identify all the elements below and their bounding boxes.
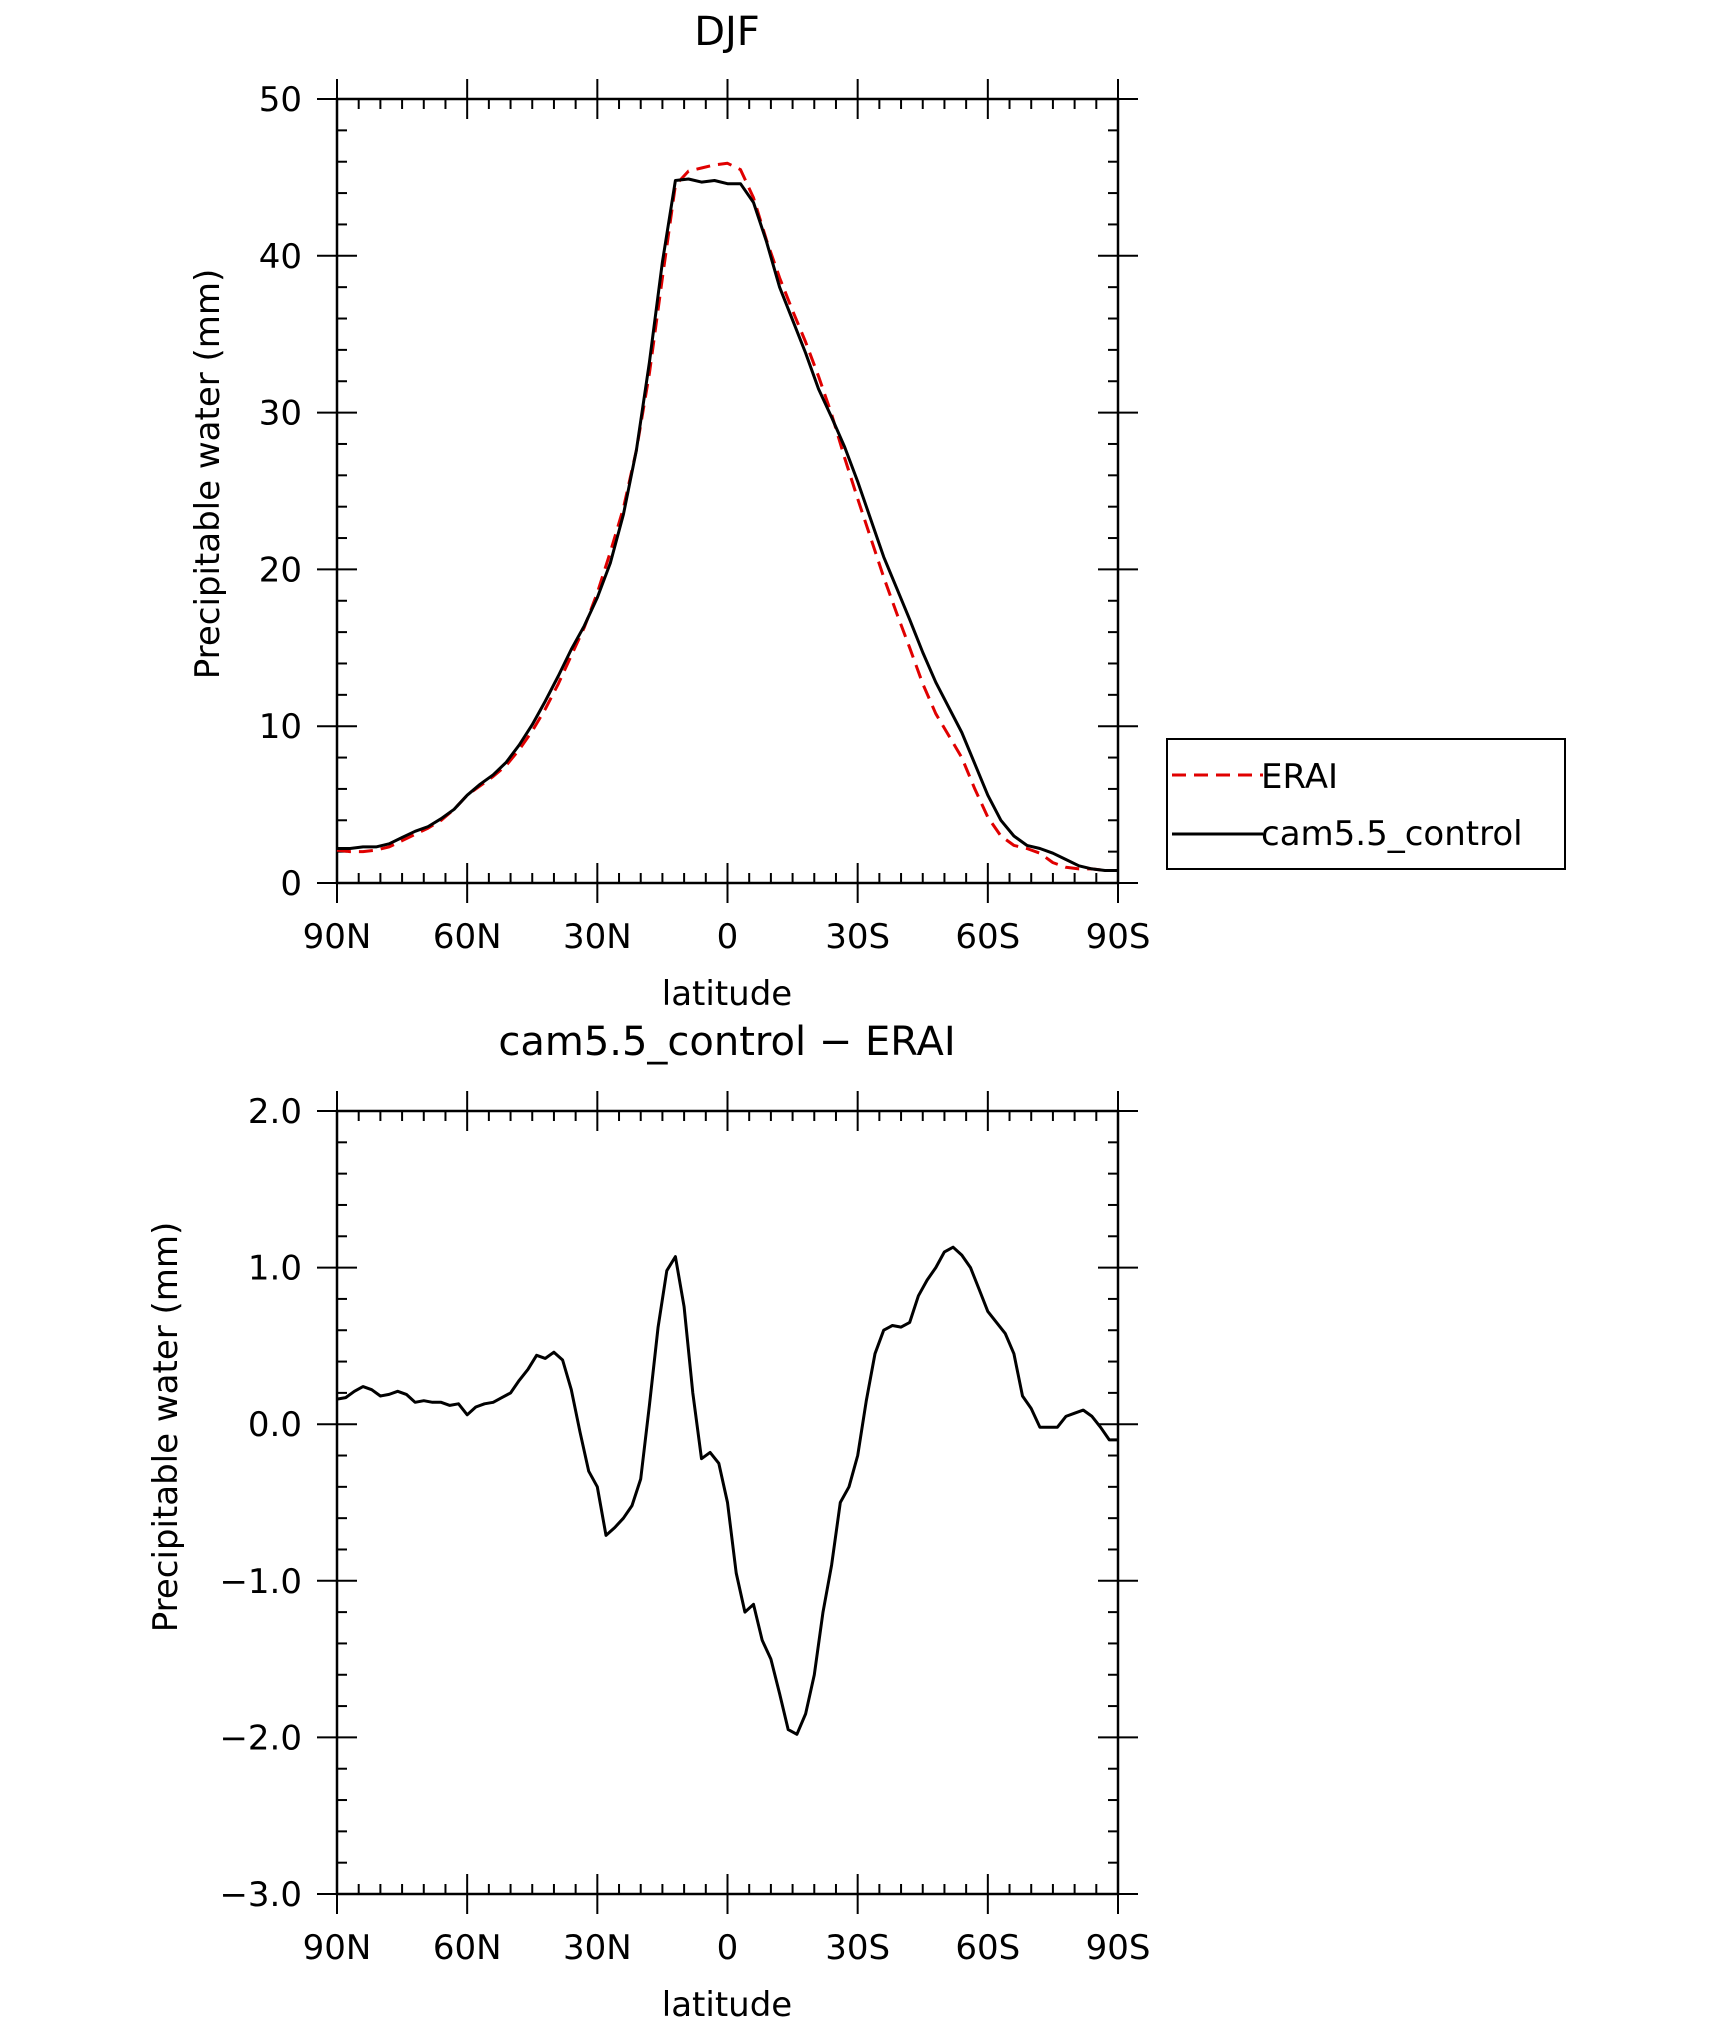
chart-title: DJF (694, 9, 760, 55)
x-tick-label: 30S (825, 1928, 890, 1968)
legend-box (1166, 738, 1566, 870)
plot-axes: 90N 60N 30N 0 30S 60S 90S −3.0 −2.0 −1.0 0.0 1.0 2.0 (219, 1091, 1150, 1968)
x-tick-label: 90N (303, 1928, 372, 1968)
x-tick-label: 60N (433, 1928, 502, 1968)
legend-cam-label: cam5.5_control (1261, 814, 1523, 854)
x-tick-label: 0 (717, 917, 739, 957)
x-tick-label: 60S (955, 917, 1020, 957)
legend: ERAI cam5.5_control (1166, 738, 1566, 870)
y-tick-label: 10 (259, 707, 302, 747)
plot-series (336, 161, 1118, 872)
x-tick-label: 60N (433, 917, 502, 957)
x-tick-label: 90S (1086, 917, 1151, 957)
y-tick-label: 0 (280, 864, 302, 904)
panel-bottom: cam5.5_control − ERAI 90N 60N 30N 0 30S 60S 90… (146, 1019, 1150, 2021)
plot-frame (335, 97, 1120, 885)
series-line-cam5-5-control-erai (336, 1245, 1118, 1736)
panel-top: DJF 90N 60N 30N 0 30S 60S 90S 0 10 20 30 40 50 latit… (188, 9, 1566, 1014)
y-tick-label: 50 (259, 80, 302, 120)
plot-axes: 90N 60N 30N 0 30S 60S 90S 0 10 20 30 40 50 (259, 79, 1151, 957)
y-axis-label: Precipitable water (mm) (146, 1222, 186, 1633)
series-line-erai (336, 161, 1118, 872)
y-tick-label: −2.0 (219, 1718, 302, 1758)
x-tick-label: 30S (825, 917, 890, 957)
x-tick-label: 60S (955, 1928, 1020, 1968)
x-axis-label: latitude (662, 1985, 792, 2021)
x-tick-label: 90N (303, 917, 372, 957)
x-tick-label: 90S (1086, 1928, 1151, 1968)
legend-erai-label: ERAI (1261, 757, 1338, 797)
series-line-cam5-5-control (337, 177, 1118, 872)
y-axis-label: Precipitable water (mm) (188, 269, 228, 680)
x-tick-label: 30N (563, 917, 632, 957)
y-tick-label: −3.0 (219, 1875, 302, 1915)
y-tick-label: 40 (259, 237, 302, 277)
x-tick-label: 0 (717, 1928, 739, 1968)
y-tick-label: 20 (259, 550, 302, 590)
y-tick-label: 30 (259, 394, 302, 434)
y-tick-label: 1.0 (248, 1249, 302, 1289)
x-axis-label: latitude (662, 974, 792, 1014)
chart-title: cam5.5_control − ERAI (498, 1019, 955, 1065)
plot-series (336, 1245, 1118, 1736)
y-tick-label: 0.0 (248, 1405, 302, 1445)
y-tick-label: 2.0 (248, 1092, 302, 1132)
y-tick-label: −1.0 (219, 1562, 302, 1602)
x-tick-label: 30N (563, 1928, 632, 1968)
